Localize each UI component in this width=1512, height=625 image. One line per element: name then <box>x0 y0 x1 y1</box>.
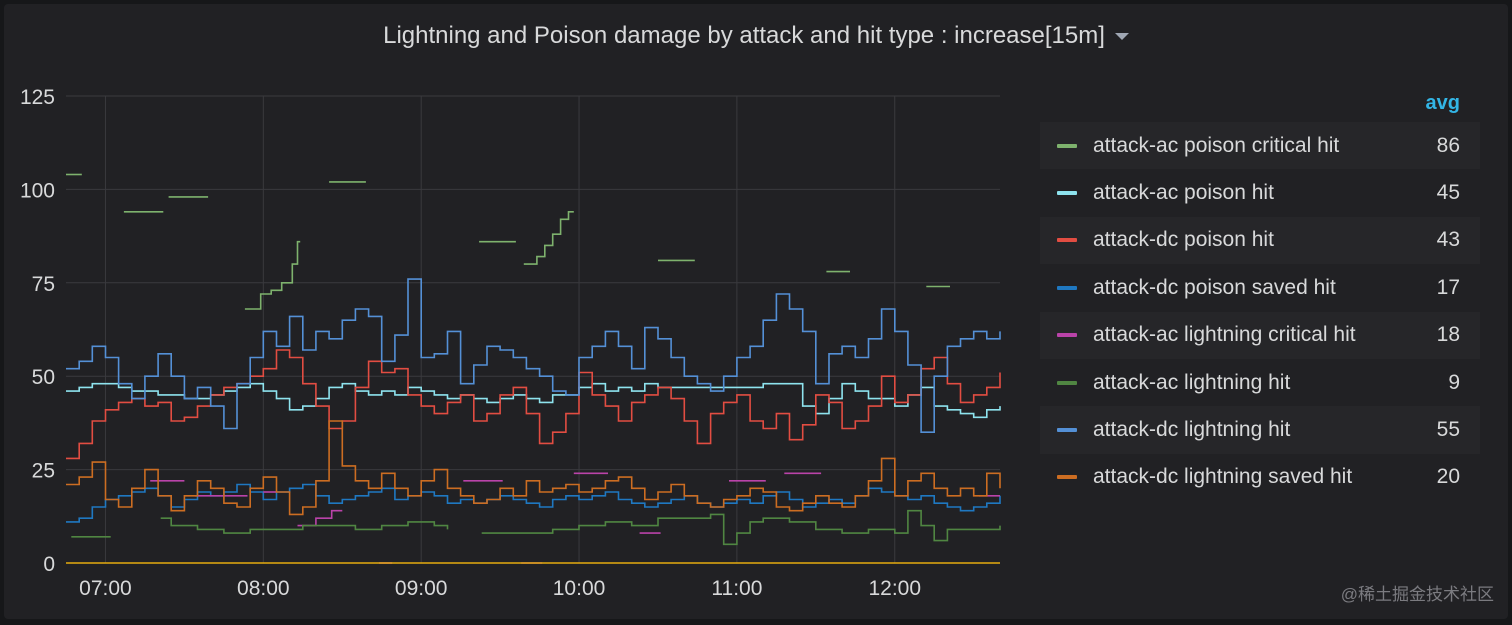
legend-item-avg: 18 <box>1436 323 1460 347</box>
series-line-attack-dc-lightning-saved-hit <box>66 420 1001 516</box>
legend-item-avg: 43 <box>1436 228 1460 252</box>
legend-item[interactable]: attack-dc poison saved hit 17 <box>1040 264 1480 312</box>
legend-item-label[interactable]: attack-ac poison critical hit <box>1093 133 1340 157</box>
legend-item[interactable]: attack-dc lightning saved hit 20 <box>1040 453 1480 502</box>
series-line-attack-ac-lightning-hit <box>160 517 449 534</box>
chart-grid <box>66 95 1000 564</box>
y-tick-label: 75 <box>32 273 55 296</box>
legend-item[interactable]: attack-ac lightning hit 9 <box>1040 358 1480 407</box>
legend-swatch[interactable] <box>1057 143 1077 148</box>
legend-swatch[interactable] <box>1057 428 1077 433</box>
legend-item-avg: 17 <box>1436 275 1460 299</box>
series-line-attack-dc-lightning-hit <box>66 278 1001 433</box>
legend-item[interactable]: attack-ac poison hit 45 <box>1040 169 1480 217</box>
legend-swatch[interactable] <box>1057 238 1077 243</box>
y-tick-label: 50 <box>32 366 55 389</box>
legend-item[interactable]: attack-ac poison critical hit 86 <box>1040 122 1480 170</box>
y-tick-label: 125 <box>20 86 55 109</box>
legend-item[interactable]: attack-dc lightning hit 55 <box>1040 406 1480 454</box>
legend-swatch[interactable] <box>1057 333 1077 338</box>
legend-swatch[interactable] <box>1057 191 1077 196</box>
series-line-attack-dc-poison-hit <box>66 349 1001 460</box>
legend-item-label[interactable]: attack-dc poison hit <box>1093 228 1274 252</box>
legend-rows: attack-ac poison critical hit 86 attack-ac… <box>1040 122 1480 502</box>
caret-down-icon[interactable] <box>1114 33 1129 41</box>
legend-item-label[interactable]: attack-dc lightning saved hit <box>1093 465 1353 489</box>
legend-item-avg: 9 <box>1448 370 1460 394</box>
legend: avg attack-ac poison critical hit 86 attac… <box>1040 92 1480 502</box>
series-line-attack-ac-poison-critical-hit <box>523 211 574 265</box>
legend-item-avg: 55 <box>1436 418 1460 442</box>
legend-item-avg: 20 <box>1436 465 1460 489</box>
legend-swatch[interactable] <box>1057 285 1077 290</box>
series-line-attack-ac-poison-critical-hit <box>244 240 301 310</box>
legend-avg-header[interactable]: avg <box>1425 92 1460 114</box>
legend-item-avg: 45 <box>1436 181 1460 205</box>
x-axis: 07:00 08:00 09:00 10:00 11:00 12:00 <box>79 577 921 600</box>
legend-item[interactable]: attack-ac lightning critical hit 18 <box>1040 311 1480 359</box>
legend-swatch[interactable] <box>1057 380 1077 385</box>
legend-swatch[interactable] <box>1057 475 1077 480</box>
y-tick-label: 25 <box>32 460 55 483</box>
series-line-attack-ac-poison-hit <box>66 382 1001 419</box>
x-tick-label: 09:00 <box>395 577 448 600</box>
legend-item-avg: 86 <box>1436 133 1460 157</box>
legend-item-label[interactable]: attack-dc poison saved hit <box>1093 275 1336 299</box>
series-line-attack-ac-lightning-critical-hit <box>297 509 343 527</box>
x-tick-label: 10:00 <box>553 577 606 600</box>
legend-item-label[interactable]: attack-dc lightning hit <box>1093 418 1291 442</box>
series-line-attack-ac-lightning-hit <box>481 509 1001 546</box>
legend-item-label[interactable]: attack-ac poison hit <box>1093 181 1274 205</box>
chart-series <box>66 173 1001 564</box>
y-axis: 0 25 50 75 100 125 <box>20 86 55 576</box>
legend-item-label[interactable]: attack-ac lightning hit <box>1093 370 1291 394</box>
panel-title: Lightning and Poison damage by attack an… <box>383 22 1105 49</box>
series-line-attack-dc-poison-saved-hit <box>66 483 1001 523</box>
legend-item-label[interactable]: attack-ac lightning critical hit <box>1093 323 1356 347</box>
x-tick-label: 12:00 <box>868 577 921 600</box>
x-tick-label: 08:00 <box>237 577 290 600</box>
y-tick-label: 0 <box>43 553 55 576</box>
legend-item[interactable]: attack-dc poison hit 43 <box>1040 216 1480 265</box>
x-tick-label: 11:00 <box>711 577 762 600</box>
watermark: @稀土掘金技术社区 <box>1340 585 1494 604</box>
x-tick-label: 07:00 <box>79 577 132 600</box>
panel-title-menu[interactable]: Lightning and Poison damage by attack an… <box>0 22 1512 50</box>
y-tick-label: 100 <box>20 179 55 202</box>
